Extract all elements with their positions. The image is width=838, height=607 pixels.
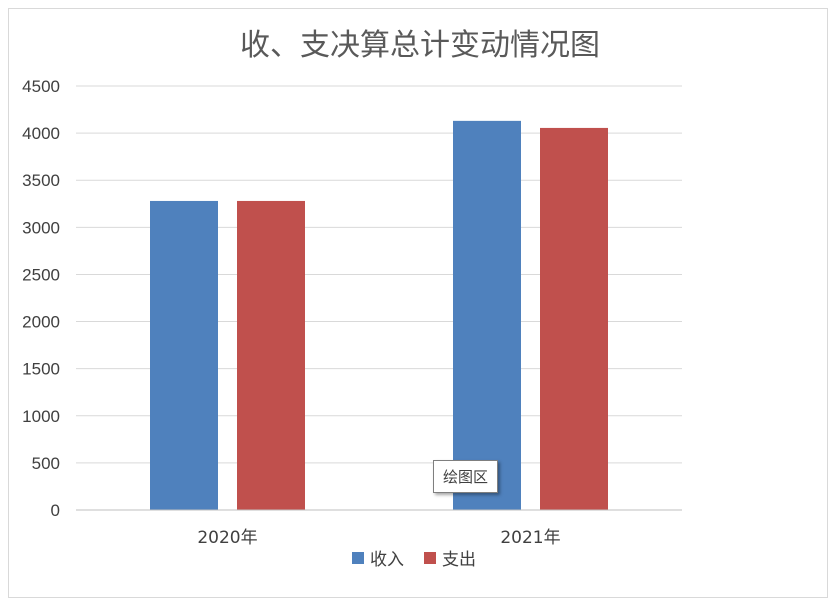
- y-tick-label: 2000: [22, 313, 60, 332]
- y-tick-label: 0: [51, 501, 60, 520]
- bar-income-1[interactable]: [453, 120, 521, 511]
- y-tick-label: 1500: [22, 360, 60, 379]
- legend[interactable]: 收入 支出: [352, 550, 476, 570]
- y-tick-label: 500: [32, 454, 60, 473]
- y-tick-label: 2500: [22, 265, 60, 284]
- legend-swatch-income: [352, 552, 364, 564]
- x-tick-label: 2021年: [500, 528, 560, 548]
- y-axis-ticks: 0 500 1000 1500 2000 2500 3000 3500 4000 4500: [22, 77, 60, 520]
- y-tick-label: 4000: [22, 124, 60, 143]
- bar-income-0[interactable]: [150, 200, 218, 510]
- x-axis-ticks: 2020年 2021年: [197, 528, 560, 548]
- bar-expenditure-1[interactable]: [540, 127, 608, 510]
- y-tick-label: 3000: [22, 218, 60, 237]
- y-tick-label: 3500: [22, 171, 60, 190]
- y-tick-label: 4500: [22, 77, 60, 96]
- legend-label: 支出: [442, 550, 476, 570]
- bar-expenditure-0[interactable]: [237, 200, 305, 510]
- legend-label: 收入: [370, 550, 404, 570]
- x-tick-label: 2020年: [197, 528, 257, 548]
- legend-swatch-expenditure: [424, 552, 436, 564]
- plot-area-tooltip: 绘图区: [433, 460, 499, 493]
- chart-title: 收、支决算总计变动情况图: [240, 28, 600, 63]
- y-tick-label: 1000: [22, 407, 60, 426]
- bars[interactable]: [150, 120, 608, 511]
- chart-frame[interactable]: [8, 8, 828, 598]
